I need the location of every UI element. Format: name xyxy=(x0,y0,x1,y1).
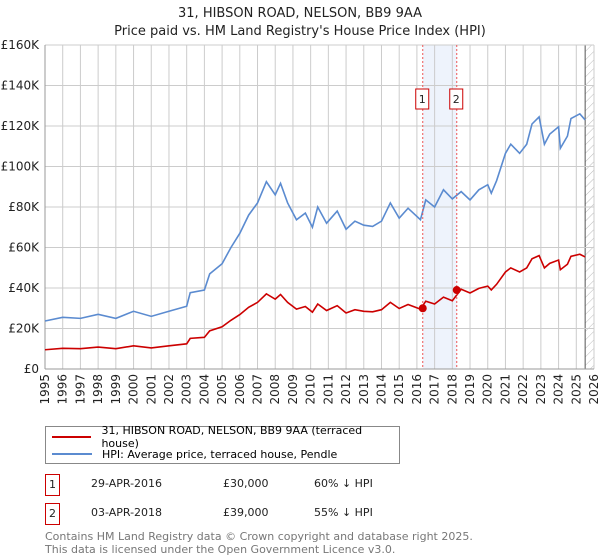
x-tick-label: 2023 xyxy=(534,374,548,405)
legend-swatch-blue xyxy=(52,453,92,455)
x-tick-label: 2009 xyxy=(286,374,300,405)
sale-marker-label: 1 xyxy=(419,93,426,106)
x-tick-label: 2010 xyxy=(304,374,318,405)
y-tick-label: £20K xyxy=(8,322,40,336)
x-tick-label: 2015 xyxy=(392,374,406,405)
x-tick-label: 2000 xyxy=(127,374,141,405)
legend-item-property: 31, HIBSON ROAD, NELSON, BB9 9AA (terrac… xyxy=(52,424,399,450)
x-tick-label: 2026 xyxy=(587,374,600,405)
x-tick-label: 2022 xyxy=(516,374,530,405)
hpi-line xyxy=(44,112,586,322)
legend: 31, HIBSON ROAD, NELSON, BB9 9AA (terrac… xyxy=(45,424,400,464)
x-tick-label: 2007 xyxy=(251,374,265,405)
legend-label: HPI: Average price, terraced house, Pend… xyxy=(102,447,338,461)
x-tick-label: 1996 xyxy=(56,374,70,405)
sale-price: £30,000 xyxy=(223,477,269,490)
x-tick-label: 2011 xyxy=(321,374,335,405)
legend-label: 31, HIBSON ROAD, NELSON, BB9 9AA (terrac… xyxy=(101,424,363,450)
x-tick-label: 2017 xyxy=(428,374,442,405)
x-tick-label: 2012 xyxy=(339,374,353,405)
footer-licence: This data is licensed under the Open Gov… xyxy=(45,543,396,556)
sale-date: 03-APR-2018 xyxy=(91,506,163,519)
y-tick-label: £100K xyxy=(1,160,41,174)
sale-price: £39,000 xyxy=(223,506,269,519)
sale-point xyxy=(418,304,427,313)
x-tick-label: 1997 xyxy=(73,374,87,405)
legend-swatch-red xyxy=(52,436,92,438)
sale-hpi-diff: 60% ↓ HPI xyxy=(314,477,373,490)
y-tick-label: £60K xyxy=(8,241,40,255)
footer-copyright: Contains HM Land Registry data © Crown c… xyxy=(45,530,473,543)
sale-marker-box xyxy=(449,88,464,110)
y-tick-label: £0 xyxy=(24,362,39,376)
x-tick-label: 2019 xyxy=(463,374,477,405)
price-chart: 1995 1996 1997 1998 1999 2000 2001 2002 2003 2004… xyxy=(1,38,600,405)
x-tick-label: 2021 xyxy=(498,374,512,405)
x-tick-label: 2008 xyxy=(268,374,282,405)
x-tick-label: 2003 xyxy=(180,374,194,405)
sale-hpi-diff: 55% ↓ HPI xyxy=(314,506,373,519)
sale-marker-box xyxy=(415,88,430,110)
y-tick-label: £120K xyxy=(1,119,41,133)
chart-title: 31, HIBSON ROAD, NELSON, BB9 9AA xyxy=(178,6,422,21)
property-price-line xyxy=(44,253,586,351)
x-tick-label: 2006 xyxy=(233,374,247,405)
x-tick-label: 2024 xyxy=(552,374,566,405)
y-tick-label: £160K xyxy=(1,38,41,52)
x-tick-label: 2025 xyxy=(569,374,583,405)
sale-date: 29-APR-2016 xyxy=(91,477,163,490)
legend-item-hpi: HPI: Average price, terraced house, Pend… xyxy=(52,446,337,462)
x-tick-label: 2004 xyxy=(197,374,211,405)
x-tick-label: 2002 xyxy=(162,374,176,405)
sale-point xyxy=(452,286,461,295)
x-tick-label: 2020 xyxy=(481,374,495,405)
x-tick-label: 2014 xyxy=(374,374,388,405)
sale-marker-label: 2 xyxy=(453,93,460,106)
x-tick-label: 2018 xyxy=(445,374,459,405)
x-tick-label: 1995 xyxy=(38,374,52,405)
sale-marker: 2 xyxy=(45,503,60,525)
x-tick-label: 2001 xyxy=(144,374,158,405)
chart-subtitle: Price paid vs. HM Land Registry's House … xyxy=(114,24,486,39)
x-tick-label: 2016 xyxy=(410,374,424,405)
x-tick-label: 2013 xyxy=(357,374,371,405)
sale-marker: 1 xyxy=(45,474,60,496)
y-tick-label: £40K xyxy=(8,281,40,295)
x-tick-label: 1998 xyxy=(91,374,105,405)
x-tick-label: 2005 xyxy=(215,374,229,405)
y-tick-label: £80K xyxy=(8,200,40,214)
x-tick-label: 1999 xyxy=(109,374,123,405)
y-tick-label: £140K xyxy=(1,79,41,93)
